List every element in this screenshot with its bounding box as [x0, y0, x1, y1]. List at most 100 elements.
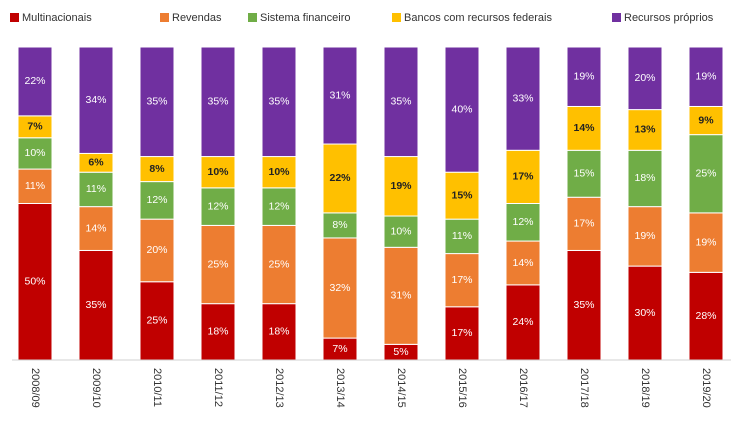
- x-tick-label: 2018/19: [639, 368, 651, 408]
- bar-segment: [444, 306, 480, 361]
- data-label: 19%: [634, 230, 655, 242]
- legend-label: Sistema financeiro: [260, 12, 351, 24]
- data-label: 17%: [573, 218, 594, 230]
- data-label: 6%: [88, 157, 104, 169]
- data-label: 11%: [86, 183, 106, 195]
- legend-swatch: [392, 13, 401, 22]
- data-label: 18%: [268, 326, 289, 338]
- bar-segment: [322, 212, 358, 239]
- data-label: 28%: [695, 310, 716, 322]
- bar-segment: [505, 149, 541, 204]
- bar-segment: [261, 224, 297, 305]
- data-label: 13%: [634, 124, 656, 136]
- data-label: 8%: [149, 163, 165, 175]
- bar-segment: [383, 156, 419, 217]
- bar-segment: [566, 46, 602, 107]
- data-label: 18%: [207, 326, 228, 338]
- data-label: 40%: [451, 103, 472, 115]
- legend-swatch: [612, 13, 621, 22]
- bar-segment: [688, 271, 724, 361]
- legend-label: Bancos com recursos federais: [404, 12, 552, 24]
- data-label: 35%: [207, 96, 228, 108]
- data-label: 8%: [332, 219, 347, 231]
- bar-segment: [688, 134, 724, 214]
- bar-segment: [627, 206, 663, 267]
- x-tick-label: 2016/17: [517, 368, 529, 408]
- data-label: 22%: [329, 172, 351, 184]
- bar-segment: [566, 196, 602, 251]
- data-label: 22%: [24, 75, 45, 87]
- bar-segment: [200, 187, 236, 226]
- bar-segment: [200, 303, 236, 361]
- data-label: 34%: [85, 94, 106, 106]
- data-label: 19%: [390, 180, 412, 192]
- data-label: 9%: [698, 114, 714, 126]
- data-label: 20%: [146, 244, 167, 256]
- data-label: 19%: [695, 236, 716, 248]
- x-tick-label: 2017/18: [578, 368, 590, 408]
- data-label: 35%: [146, 96, 167, 108]
- data-label: 50%: [24, 276, 45, 288]
- data-label: 25%: [146, 315, 167, 327]
- data-label: 15%: [451, 189, 473, 201]
- bar-segment: [17, 168, 53, 205]
- bar-segment: [505, 284, 541, 361]
- bar-segment: [322, 46, 358, 145]
- bar-segment: [139, 46, 175, 158]
- data-label: 17%: [512, 171, 534, 183]
- data-label: 24%: [512, 316, 533, 328]
- data-label: 17%: [451, 274, 472, 286]
- data-label: 25%: [207, 258, 228, 270]
- data-label: 12%: [207, 200, 228, 212]
- x-tick-label: 2014/15: [395, 368, 407, 408]
- data-label: 31%: [390, 290, 411, 302]
- data-label: 35%: [268, 96, 289, 108]
- bar-segment: [261, 156, 297, 189]
- data-label: 35%: [390, 96, 411, 108]
- data-label: 30%: [634, 307, 655, 319]
- data-label: 7%: [332, 343, 347, 355]
- data-label: 11%: [25, 180, 45, 192]
- data-label: 14%: [85, 222, 106, 234]
- data-label: 19%: [695, 71, 716, 83]
- data-label: 10%: [268, 166, 290, 178]
- bar-segment: [505, 240, 541, 286]
- bar-segment: [505, 46, 541, 151]
- bar-segment: [200, 224, 236, 305]
- data-label: 11%: [452, 230, 472, 242]
- legend-label: Revendas: [172, 12, 222, 24]
- data-label: 10%: [24, 147, 45, 159]
- data-label: 35%: [85, 299, 106, 311]
- data-label: 5%: [393, 346, 408, 358]
- bar-segment: [17, 203, 53, 361]
- bar-segment: [383, 46, 419, 158]
- data-label: 18%: [634, 172, 655, 184]
- x-tick-label: 2015/16: [456, 368, 468, 408]
- data-label: 12%: [146, 194, 167, 206]
- legend-label: Recursos próprios: [624, 12, 714, 24]
- bar-segment: [688, 46, 724, 107]
- bar-segment: [78, 206, 114, 251]
- legend-label: Multinacionais: [22, 12, 92, 24]
- legend-swatch: [10, 13, 19, 22]
- bar-segment: [17, 46, 53, 117]
- data-label: 12%: [268, 200, 289, 212]
- data-label: 20%: [634, 72, 655, 84]
- x-tick-label: 2013/14: [334, 368, 346, 408]
- bar-segment: [139, 181, 175, 220]
- bar-segment: [627, 149, 663, 208]
- data-label: 15%: [573, 168, 594, 180]
- legend-swatch: [248, 13, 257, 22]
- bar-segment: [261, 46, 297, 158]
- bar-segment: [444, 218, 480, 255]
- data-label: 19%: [573, 71, 594, 83]
- bar-segment: [200, 46, 236, 158]
- bar-segment: [322, 143, 358, 214]
- bar-segment: [566, 149, 602, 198]
- bar-segment: [78, 46, 114, 154]
- x-tick-label: 2011/12: [212, 368, 224, 407]
- bar-segment: [322, 237, 358, 339]
- bar-segment: [505, 203, 541, 242]
- data-label: 35%: [573, 299, 594, 311]
